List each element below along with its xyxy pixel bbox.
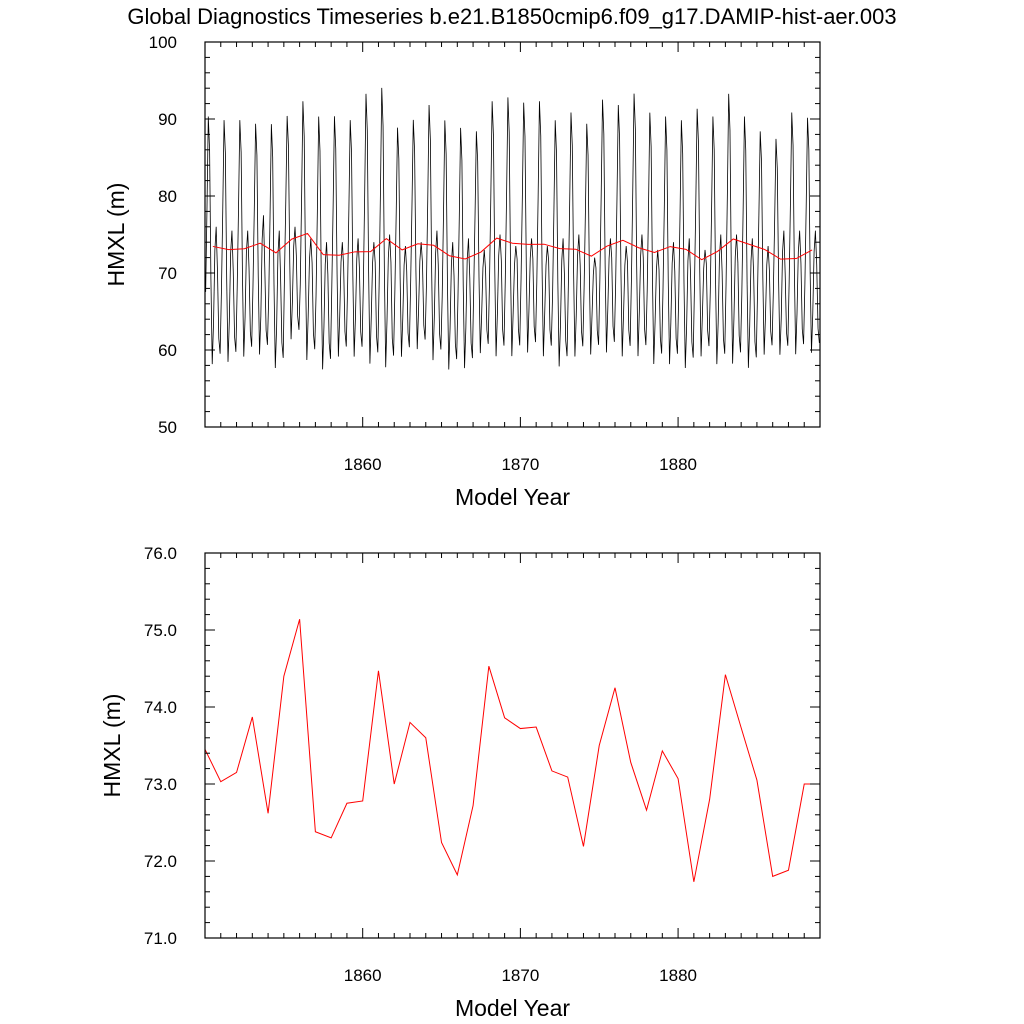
y-tick-label: 74.0 [144, 698, 177, 717]
annual-mean-series-line [212, 232, 813, 261]
x-tick-label: 1870 [501, 966, 539, 985]
y-tick-label: 72.0 [144, 852, 177, 871]
y-tick-label: 50 [158, 418, 177, 437]
plot-frame [204, 41, 821, 428]
x-tick-label: 1880 [659, 455, 697, 474]
y-tick-label: 80 [158, 187, 177, 206]
x-tick-label: 1880 [659, 966, 697, 985]
y-axis-label: HMXL (m) [99, 694, 125, 798]
y-tick-label: 90 [158, 110, 177, 129]
y-tick-label: 100 [149, 33, 177, 52]
x-tick-label: 1870 [501, 455, 539, 474]
monthly-series-line [205, 87, 820, 370]
chart-title: Global Diagnostics Timeseries b.e21.B185… [127, 4, 896, 29]
y-tick-label: 76.0 [144, 544, 177, 563]
bottom-panel: 1860 1870 1880 71.0 72.0 73.0 74.0 75.0 76.0 Mode… [99, 544, 821, 1021]
x-axis-label: Model Year [455, 484, 570, 510]
x-tick-label: 1860 [344, 455, 382, 474]
y-tick-label: 75.0 [144, 621, 177, 640]
plot-frame [204, 552, 821, 939]
y-tick-label: 60 [158, 341, 177, 360]
y-tick-label: 71.0 [144, 929, 177, 948]
y-axis-label: HMXL (m) [103, 183, 129, 287]
x-tick-label: 1860 [344, 966, 382, 985]
x-axis-label: Model Year [455, 995, 570, 1021]
y-tick-label: 73.0 [144, 775, 177, 794]
top-panel: 1860 1870 1880 50 60 70 80 90 100 Model Year HMXL … [103, 33, 821, 510]
annual-mean-series-line [205, 619, 820, 882]
y-tick-label: 70 [158, 264, 177, 283]
